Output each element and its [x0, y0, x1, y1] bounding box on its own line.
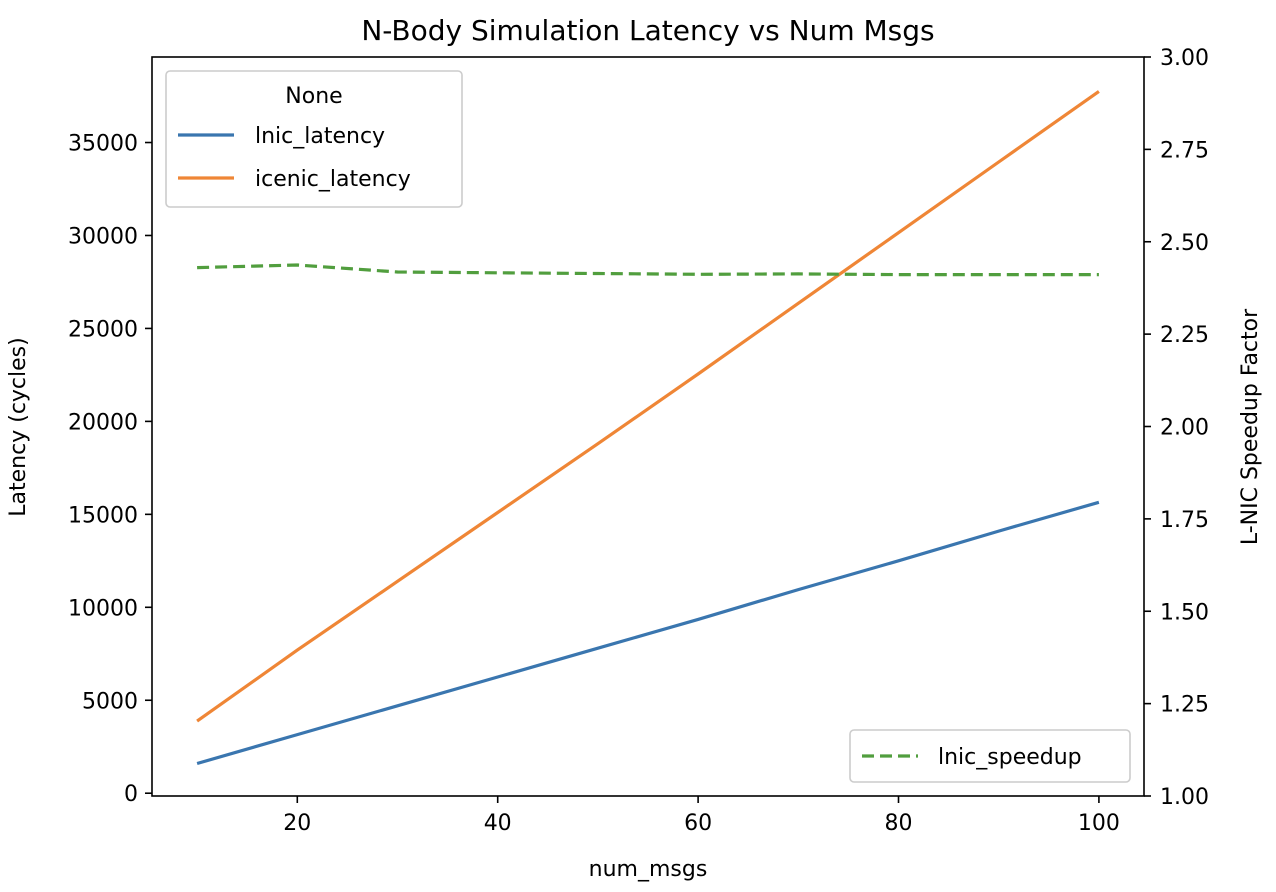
y-axis-label: Latency (cycles) [6, 337, 31, 516]
plot-area: 20 40 60 80 100 0 5000 10000 15000 20000 25000 3000… [68, 46, 1209, 836]
y2-tick-label: 2.50 [1160, 231, 1209, 256]
chart-title: N-Body Simulation Latency vs Num Msgs [361, 14, 934, 47]
y-tick-label: 20000 [68, 410, 138, 435]
y-tick-label: 10000 [68, 596, 138, 621]
y-tick-label: 5000 [82, 689, 138, 714]
y-tick-label: 0 [124, 782, 138, 807]
legend-right-label: lnic_speedup [938, 745, 1082, 770]
x-tick-label: 60 [684, 811, 712, 836]
y2-tick-label: 1.25 [1160, 693, 1209, 718]
legend-left-label: icenic_latency [255, 167, 411, 192]
y2-tick-label: 2.00 [1160, 416, 1209, 441]
x-tick-label: 40 [484, 811, 512, 836]
series-line-icenic_latency [196, 90, 1100, 723]
y2-tick-label: 1.00 [1160, 785, 1209, 810]
x-tick-label: 80 [885, 811, 913, 836]
y2-tick-label: 1.50 [1160, 600, 1209, 625]
y-tick-label: 25000 [68, 317, 138, 342]
y-tick-label: 15000 [68, 503, 138, 528]
series-line-lnic_latency [196, 500, 1100, 766]
y-tick-label: 30000 [68, 224, 138, 249]
x-tick-label: 20 [283, 811, 311, 836]
legend-left-box [165, 70, 463, 208]
y-tick-label: 35000 [68, 132, 138, 157]
legend-right-box [849, 729, 1131, 783]
x-tick-label: 100 [1078, 811, 1120, 836]
y2-tick-label: 2.75 [1160, 138, 1209, 163]
legend-left-title: None [285, 84, 342, 109]
y2-tick-label: 3.00 [1160, 46, 1209, 71]
y2-axis-label: L-NIC Speedup Factor [1238, 308, 1263, 545]
y2-tick-label: 2.25 [1160, 323, 1209, 348]
x-axis-label: num_msgs [589, 857, 708, 882]
y2-tick-label: 1.75 [1160, 508, 1209, 533]
series-line-lnic_speedup [197, 263, 1099, 277]
legend-left-label: lnic_latency [255, 124, 385, 149]
